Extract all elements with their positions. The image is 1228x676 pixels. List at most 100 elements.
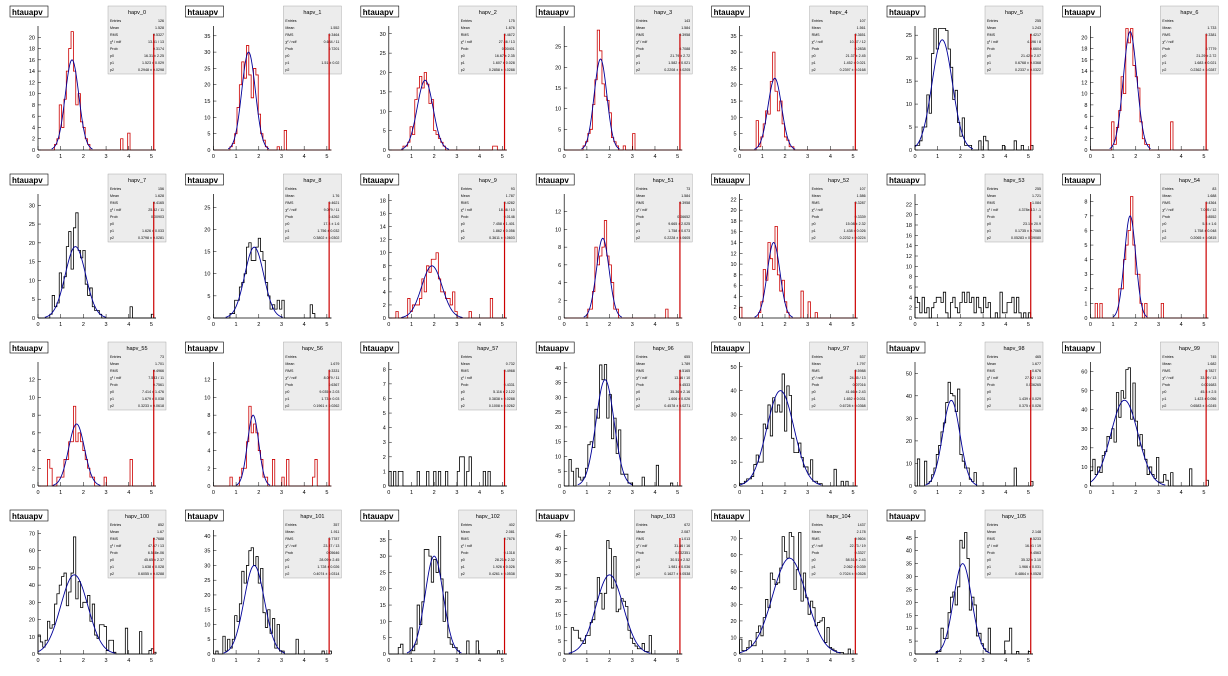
gaussian-fit-curve	[223, 564, 286, 654]
stats-box	[634, 173, 693, 243]
x-tick-label: 1	[761, 322, 764, 328]
stats-value: 1.439 ± 0.029	[1019, 397, 1041, 401]
y-tick-label: 0	[383, 316, 386, 322]
stats-value: 9.079 / 11	[324, 208, 340, 212]
stats-value: 1.728 ± 0.026	[317, 565, 339, 569]
panel-title-box	[886, 173, 926, 186]
stats-label: Prob	[1162, 47, 1170, 51]
stats-value: 25.52 / 11	[148, 208, 164, 212]
y-tick-label: 15	[204, 250, 210, 256]
stats-label: RMS	[987, 33, 996, 37]
stats-value: 0.05646	[326, 551, 339, 555]
stats-label: Entries	[812, 355, 823, 359]
stats-label: Prob	[461, 551, 469, 555]
y-tick-label: 5	[207, 132, 210, 138]
x-tick-label: 4	[829, 322, 832, 328]
panel-title: htauapv	[187, 8, 218, 17]
stats-label: p0	[812, 558, 816, 562]
stats-value: 1.862 ± 0.056	[493, 229, 515, 233]
y-tick-label: 0	[32, 148, 35, 154]
stats-label: p1	[987, 229, 991, 233]
y-tick-label: 2	[207, 466, 210, 472]
stats-label: p2	[987, 404, 991, 408]
stats-box	[634, 5, 693, 75]
stats-value: 0.1961 ± 0.0262	[313, 404, 339, 408]
stats-value: 1.683 ± 0.021	[1194, 61, 1216, 65]
stats-value: 47.67 / 13	[148, 544, 164, 548]
x-tick-label: 3	[455, 322, 458, 328]
panel-title: htauapv	[363, 344, 394, 353]
y-tick-label: 20	[204, 83, 210, 89]
y-tick-label: 0	[32, 484, 35, 490]
y-tick-label: 20	[906, 213, 912, 219]
y-tick-label: 20	[29, 35, 35, 41]
histogram-panel-hapv_7: htauapv hapv_7 Entries 156 Mean 1.628 RMS 0.416…	[9, 173, 167, 328]
y-tick-label: 2	[909, 306, 912, 312]
stats-value: 1.758 ± 0.073	[668, 229, 690, 233]
stats-value: 1.966 ± 0.031	[1019, 565, 1041, 569]
stats-label: Entries	[636, 355, 647, 359]
y-tick-label: 4	[558, 281, 561, 287]
stats-value: 537	[860, 355, 866, 359]
stats-label: p2	[110, 68, 114, 72]
y-tick-label: 6	[383, 277, 386, 283]
gaussian-fit-curve	[568, 574, 651, 654]
stats-label: p2	[1162, 236, 1166, 240]
gaussian-fit-curve	[754, 77, 796, 150]
y-tick-label: 8	[32, 413, 35, 419]
stats-value: 1.638 ± 0.028	[142, 565, 164, 569]
stats-value: 0.006265	[1026, 383, 1041, 387]
gaussian-fit-curve	[38, 574, 116, 654]
stats-value: 0.5988	[855, 369, 866, 373]
stats-value: 0.3958	[679, 201, 690, 205]
panel-title-box	[535, 5, 575, 18]
stats-box	[984, 341, 1044, 411]
stats-value: 13.86 / 10	[674, 376, 690, 380]
gaussian-fit-curve	[577, 379, 633, 486]
stats-label: p1	[1162, 61, 1166, 65]
y-tick-label: 15	[29, 260, 35, 266]
stats-value: 0.2858 ± 0.0288	[489, 68, 515, 72]
stats-value: 0.001683	[1201, 383, 1216, 387]
y-tick-label: 14	[1081, 69, 1087, 75]
x-tick-label: 4	[127, 154, 130, 160]
stats-value: 0.2362 ± 0.0287	[1190, 68, 1216, 72]
stats-value: 107	[860, 19, 866, 23]
y-tick-label: 30	[29, 600, 35, 606]
y-tick-label: 4	[1084, 125, 1087, 131]
stats-box	[283, 341, 342, 411]
stats-label: p0	[812, 54, 816, 58]
x-tick-label: 5	[1202, 154, 1205, 160]
stats-label: p0	[285, 390, 289, 394]
stats-label: Entries	[812, 523, 823, 527]
gaussian-fit-curve	[581, 58, 620, 150]
stats-label: RMS	[987, 369, 996, 373]
stats-value: 0.3798 ± 0.0281	[138, 236, 164, 240]
stats-label: Mean	[285, 530, 294, 534]
panel-title-box	[360, 5, 400, 18]
x-tick-label: 2	[783, 322, 786, 328]
panel-title-box	[535, 173, 575, 186]
stats-label: Entries	[110, 523, 121, 527]
stats-label: RMS	[812, 33, 821, 37]
stats-label: p2	[1162, 404, 1166, 408]
x-tick-label: 4	[303, 490, 306, 496]
x-tick-label: 5	[1027, 154, 1030, 160]
x-tick-label: 2	[783, 490, 786, 496]
panel-title-box	[185, 173, 224, 186]
stats-label: Entries	[285, 19, 296, 23]
y-tick-label: 15	[906, 79, 912, 85]
x-tick-label: 4	[653, 154, 656, 160]
y-tick-label: 5	[558, 639, 561, 645]
stats-label: p2	[987, 68, 991, 72]
stats-value: 0.6768 ± 0.0368	[1015, 61, 1041, 65]
stats-value: 0.002351	[675, 551, 690, 555]
stats-label: p0	[636, 222, 640, 226]
histogram-panel-hapv_104: htauapv hapv_104 Entries 1437 Mean 2.178 RMS 0.…	[711, 509, 868, 664]
panel-title-box	[711, 5, 750, 18]
stats-value: 1.582 ± 0.021	[668, 61, 690, 65]
stats-value: 1.911	[331, 530, 340, 534]
histogram-panel-hapv_105: htauapv hapv_105 Entries Mean 2.148 RMS 0.5233…	[886, 509, 1044, 664]
stats-value: 0.4282	[504, 201, 515, 205]
